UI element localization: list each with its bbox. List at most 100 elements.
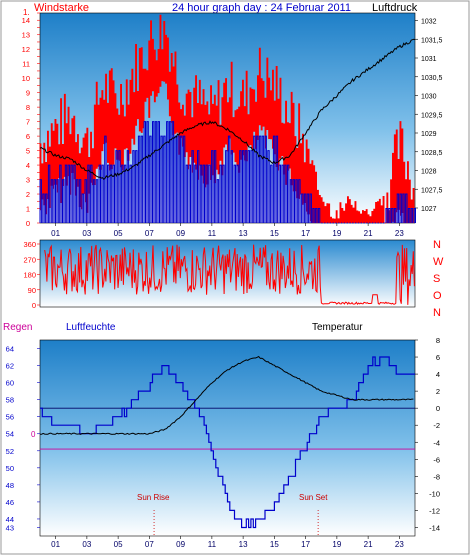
windstarke-title: Windstarke xyxy=(34,2,89,14)
wind-left-tick: 12 xyxy=(22,45,30,54)
temperatur-label: Temperatur xyxy=(312,322,363,333)
regen-label: Regen xyxy=(3,322,32,333)
lower-x-tick: 09 xyxy=(176,540,185,549)
wind-x-tick: 23 xyxy=(395,229,404,238)
wind-x-tick: 13 xyxy=(239,229,248,238)
wind-right-tick: 1028,5 xyxy=(421,150,443,157)
luftdruck-title: Luftdruck xyxy=(372,2,418,14)
wind-average-bars xyxy=(39,121,416,224)
chart-title: 24 hour graph day : 24 Februar 2011 xyxy=(172,2,351,14)
luftfeuchte-label: Luftfeuchte xyxy=(66,322,116,333)
sun-rise-label: Sun Rise xyxy=(137,493,170,502)
wind-x-tick: 05 xyxy=(114,229,123,238)
temperature-right-tick: -2 xyxy=(433,421,440,430)
wind-right-tick: 1028 xyxy=(421,169,437,176)
lower-x-tick: 21 xyxy=(364,540,373,549)
wind-right-tick: 1030,5 xyxy=(421,75,443,82)
dir-letter-s: S xyxy=(433,273,440,285)
wind-x-tick: 01 xyxy=(51,229,60,238)
wind-x-tick: 21 xyxy=(364,229,373,238)
humidity-left-tick: 52 xyxy=(6,447,14,456)
lower-x-tick: 17 xyxy=(301,540,310,549)
direction-data xyxy=(44,244,415,306)
humidity-left-tick: 60 xyxy=(6,379,14,388)
humidity-left-tick: 44 xyxy=(6,515,14,524)
lower-panel-bg xyxy=(39,339,416,537)
wind-x-tick: 11 xyxy=(208,229,217,238)
wind-left-tick: 14 xyxy=(22,16,30,25)
wind-left-tick: 8 xyxy=(26,103,30,112)
temperature-line xyxy=(40,355,414,435)
temperature-right-tick: 8 xyxy=(436,336,440,345)
lower-x-tick: 07 xyxy=(145,540,154,549)
wind-x-tick: 09 xyxy=(176,229,185,238)
direction-left-tick: 360 xyxy=(23,240,36,249)
temperature-right-tick: -6 xyxy=(433,455,440,464)
direction-left-tick: 180 xyxy=(23,271,36,280)
dir-letter-n-bottom: N xyxy=(433,307,441,319)
wind-left-tick: 5 xyxy=(26,147,30,156)
lower-x-tick: 23 xyxy=(395,540,404,549)
dir-letter-o: O xyxy=(433,290,442,302)
wind-gust-bars xyxy=(39,14,415,224)
humidity-left-tick: 62 xyxy=(6,362,14,371)
wind-left-tick: 7 xyxy=(26,118,30,127)
wind-left-tick: 10 xyxy=(22,74,30,83)
wind-right-tick: 1031,5 xyxy=(421,37,443,44)
wind-left-tick: 6 xyxy=(26,132,30,141)
wind-x-tick: 07 xyxy=(145,229,154,238)
temperature-right-tick: -14 xyxy=(429,523,440,532)
temperature-right-tick: 4 xyxy=(436,370,440,379)
wind-right-tick: 1031 xyxy=(421,56,437,63)
humidity-left-tick: 43 xyxy=(6,523,14,532)
wind-left-tick: 4 xyxy=(26,161,30,170)
direction-left-tick: 270 xyxy=(23,255,36,264)
wind-left-tick: 2 xyxy=(26,190,30,199)
direction-left-tick: 0 xyxy=(32,301,36,310)
lower-data xyxy=(40,355,415,536)
wind-left-tick: 3 xyxy=(26,176,30,185)
humidity-left-tick: 48 xyxy=(6,481,14,490)
wind-right-tick: 1029,5 xyxy=(421,112,443,119)
wind-top-fragment: 1. xyxy=(23,8,30,17)
wind-x-tick: 19 xyxy=(332,229,341,238)
wind-left-tick: 11 xyxy=(22,60,30,69)
wind-left-tick: 1 xyxy=(26,205,30,214)
dir-letter-w: W xyxy=(433,256,444,268)
lower-x-tick: 05 xyxy=(114,540,123,549)
lower-x-tick: 15 xyxy=(270,540,279,549)
temperature-right-tick: -4 xyxy=(433,438,440,447)
lower-x-tick: 19 xyxy=(332,540,341,549)
regen-zero-tick: 0 xyxy=(31,430,36,439)
wind-direction-line xyxy=(44,244,415,306)
temperature-right-tick: -8 xyxy=(433,472,440,481)
humidity-left-tick: 58 xyxy=(6,396,14,405)
humidity-left-tick: 54 xyxy=(6,430,14,439)
direction-left-tick: 90 xyxy=(28,286,36,295)
temperature-right-tick: 2 xyxy=(436,387,440,396)
wind-left-tick: 0 xyxy=(26,219,30,228)
wind-x-tick: 03 xyxy=(82,229,91,238)
wind-right-tick: 1029 xyxy=(421,131,437,138)
lower-x-tick: 03 xyxy=(82,540,91,549)
dir-letter-n-top: N xyxy=(433,239,441,251)
wind-right-tick: 1027 xyxy=(421,206,437,213)
temperature-right-tick: 6 xyxy=(436,353,440,362)
temperature-right-tick: -12 xyxy=(429,506,440,515)
humidity-left-tick: 64 xyxy=(6,345,14,354)
humidity-left-tick: 50 xyxy=(6,464,14,473)
humidity-left-tick: 56 xyxy=(6,413,14,422)
wind-right-tick: 1032 xyxy=(421,19,437,26)
wind-x-tick: 15 xyxy=(270,229,279,238)
pressure-line xyxy=(39,38,416,180)
wind-right-tick: 1030 xyxy=(421,94,437,101)
wind-left-tick: 13 xyxy=(22,31,30,40)
wind-data xyxy=(39,14,416,224)
lower-x-tick: 13 xyxy=(239,540,248,549)
temperature-right-tick: -10 xyxy=(429,489,440,498)
wind-right-tick: 1027,5 xyxy=(421,187,443,194)
direction-axes: 0 90 180 270 360 xyxy=(23,240,40,310)
